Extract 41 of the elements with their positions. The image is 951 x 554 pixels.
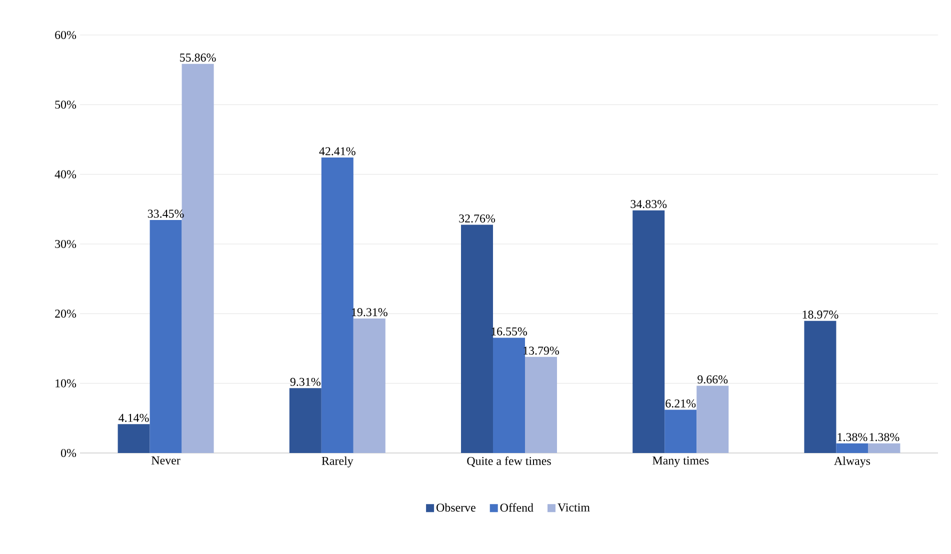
data-label: 32.76% xyxy=(459,214,496,223)
bar xyxy=(150,220,182,453)
x-tick-label: Quite a few times xyxy=(467,456,551,467)
data-label: 42.41% xyxy=(319,147,356,156)
legend-label: Observe xyxy=(436,503,476,512)
data-label: 33.45% xyxy=(148,210,184,218)
legend-label: Offend xyxy=(500,503,534,512)
data-label: 1.38% xyxy=(838,433,868,442)
bar xyxy=(632,210,665,453)
data-label: 9.66% xyxy=(698,375,728,384)
bar xyxy=(321,158,354,453)
data-label: 1.38% xyxy=(870,433,900,442)
bar xyxy=(804,320,836,453)
y-tick-label: 50% xyxy=(55,100,76,109)
bar xyxy=(836,443,868,453)
x-tick-label: Rarely xyxy=(322,456,354,468)
bar xyxy=(696,386,729,453)
data-label: 6.21% xyxy=(666,399,696,408)
data-label: 4.14% xyxy=(118,414,149,422)
bar xyxy=(868,443,900,453)
bar xyxy=(461,224,494,453)
y-tick-label: 30% xyxy=(55,240,76,248)
bar xyxy=(353,318,386,453)
y-tick-label: 20% xyxy=(55,310,76,318)
data-label: 9.31% xyxy=(290,378,320,386)
data-label: 55.86% xyxy=(180,54,216,62)
y-tick-label: 40% xyxy=(54,170,76,178)
x-tick-label: Many times xyxy=(652,456,709,468)
bar xyxy=(289,388,322,453)
y-tick-label: 0% xyxy=(60,448,76,458)
bar xyxy=(664,410,697,453)
x-tick-label: Never xyxy=(152,456,180,464)
bar xyxy=(118,424,150,453)
bar xyxy=(493,338,526,453)
x-tick-label: Always xyxy=(834,456,870,468)
y-tick-label: 10% xyxy=(56,379,76,388)
data-label: 18.97% xyxy=(802,310,838,319)
y-tick-label: 60% xyxy=(55,30,76,40)
data-label: 34.83% xyxy=(630,200,667,208)
legend-label: Victim xyxy=(558,503,590,512)
bar xyxy=(525,356,558,453)
